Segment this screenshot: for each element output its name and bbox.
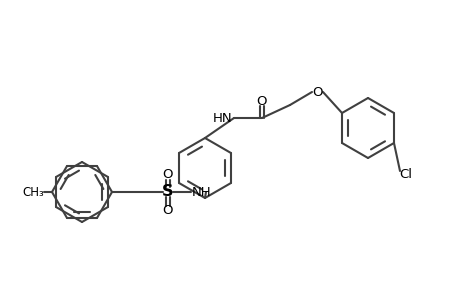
Text: O: O [162, 205, 173, 218]
Text: Cl: Cl [398, 169, 412, 182]
Text: S: S [162, 184, 174, 200]
Text: NH: NH [191, 185, 211, 199]
Text: O: O [312, 85, 323, 98]
Text: CH₃: CH₃ [22, 185, 44, 199]
Text: O: O [256, 94, 267, 107]
Text: O: O [162, 169, 173, 182]
Text: HN: HN [212, 112, 231, 124]
